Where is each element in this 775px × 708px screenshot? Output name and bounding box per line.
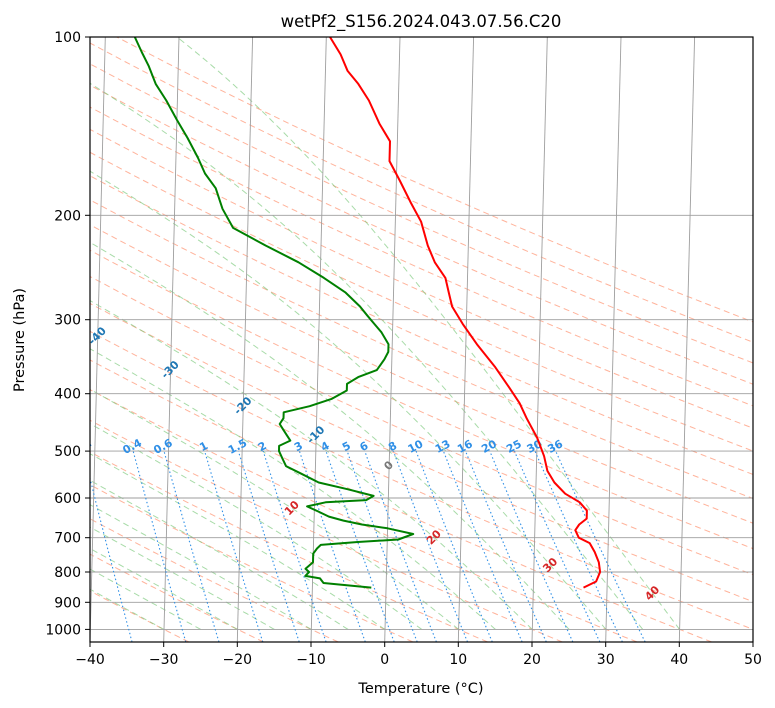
y-tick-label: 600 xyxy=(54,491,81,507)
mixing-ratio-line xyxy=(346,450,418,642)
dry-adiabat-line xyxy=(90,224,753,524)
plot-background xyxy=(90,37,753,642)
dry-adiabat-line xyxy=(90,175,753,475)
y-tick-label: 700 xyxy=(54,531,81,547)
x-tick-label: −20 xyxy=(223,652,253,668)
mixing-ratio-label: 25 xyxy=(504,437,524,456)
moist-adiabat-line xyxy=(90,526,275,630)
mixing-ratio-line xyxy=(262,450,327,642)
isotherm-line xyxy=(678,37,696,642)
mixing-ratio-label: 0.1 xyxy=(24,436,47,457)
mixing-ratio-label: 36 xyxy=(545,437,565,456)
plot-frame xyxy=(89,36,754,643)
dry-adiabat-line xyxy=(90,199,753,500)
dry-adiabat-line xyxy=(90,302,753,603)
y-tick-label: 800 xyxy=(54,565,81,581)
x-tick-label: 50 xyxy=(744,652,762,668)
mixing-ratio-line xyxy=(132,450,187,642)
dewpoint-profile-line xyxy=(133,37,415,589)
mixing-ratio-line xyxy=(415,450,493,642)
isotherm-line xyxy=(457,37,475,642)
chart-title: wetPf2_S156.2024.043.07.56.C20 xyxy=(281,12,562,32)
mixing-ratio-line xyxy=(392,450,469,642)
mixing-ratio-label: 13 xyxy=(433,437,453,456)
mixing-ratio-label: 20 xyxy=(479,437,499,456)
mixing-ratio-line xyxy=(364,450,437,642)
x-tick-label: −10 xyxy=(296,652,326,668)
isotherm-line xyxy=(310,37,327,642)
y-tick-label: 900 xyxy=(54,595,81,611)
x-tick-label: 20 xyxy=(523,652,541,668)
temperature-profile-line xyxy=(329,37,602,589)
dry-adiabat-line xyxy=(90,590,190,642)
mixing-ratio-line xyxy=(90,476,133,642)
mixing-ratio-line xyxy=(298,450,366,642)
moist-adiabat-line xyxy=(90,348,496,630)
x-tick-label: 30 xyxy=(597,652,615,668)
y-axis-title: Pressure (hPa) xyxy=(12,288,28,392)
dry-adiabat-line xyxy=(90,106,753,407)
mixing-ratio-line xyxy=(163,450,220,642)
sounding-profiles xyxy=(133,37,602,589)
mixing-ratio-line xyxy=(204,450,264,642)
y-tick-label: 200 xyxy=(54,208,81,224)
y-tick-label: 300 xyxy=(54,313,81,329)
x-tick-label: 10 xyxy=(449,652,467,668)
mixing-ratio-line xyxy=(442,450,523,642)
x-tick-label: 40 xyxy=(670,652,688,668)
dry-adiabat-line xyxy=(90,42,753,343)
x-tick-label: −40 xyxy=(75,652,105,668)
isotherm-line xyxy=(236,37,254,642)
isotherm-line xyxy=(752,624,753,642)
y-tick-label: 1000 xyxy=(45,622,81,638)
mixing-ratio-label: 16 xyxy=(455,437,475,456)
dry-adiabat-line xyxy=(90,419,563,642)
y-tick-label: 500 xyxy=(54,444,81,460)
mixing-ratio-label: 0.2 xyxy=(70,436,93,457)
mixing-ratio-label: 10 xyxy=(406,437,426,456)
dry-adiabat-line xyxy=(90,389,638,642)
mixing-ratio-line xyxy=(489,450,574,642)
moist-adiabat-line xyxy=(90,82,644,630)
mixing-ratio-line xyxy=(464,450,547,642)
dry-adiabat-line xyxy=(90,249,753,550)
axes-ticks: −40 −30 −20 −10 0 10 20 30 40 50 100 200 300 400 500 60… xyxy=(45,30,762,668)
moist-adiabat-line xyxy=(90,300,533,630)
x-axis-title: Temperature (°C) xyxy=(357,681,483,697)
y-tick-label: 400 xyxy=(54,387,81,403)
isotherm-line xyxy=(163,37,180,642)
x-tick-label: 0 xyxy=(380,652,389,668)
dry-adiabat-line xyxy=(90,359,712,642)
background-grid xyxy=(90,37,753,642)
isotherm-line xyxy=(90,37,106,642)
x-tick-label: −30 xyxy=(149,652,179,668)
y-tick-label: 100 xyxy=(54,30,81,46)
mixing-ratio-line xyxy=(325,450,395,642)
mixing-ratio-line xyxy=(237,450,300,642)
moist-adiabat-line xyxy=(90,170,607,630)
moist-adiabat-line xyxy=(90,504,312,630)
moist-adiabat-line xyxy=(176,37,681,630)
dry-adiabat-line xyxy=(90,553,264,642)
dry-adiabat-line xyxy=(90,451,488,642)
isotherm-line xyxy=(531,37,548,642)
isotherm-line xyxy=(605,37,622,642)
